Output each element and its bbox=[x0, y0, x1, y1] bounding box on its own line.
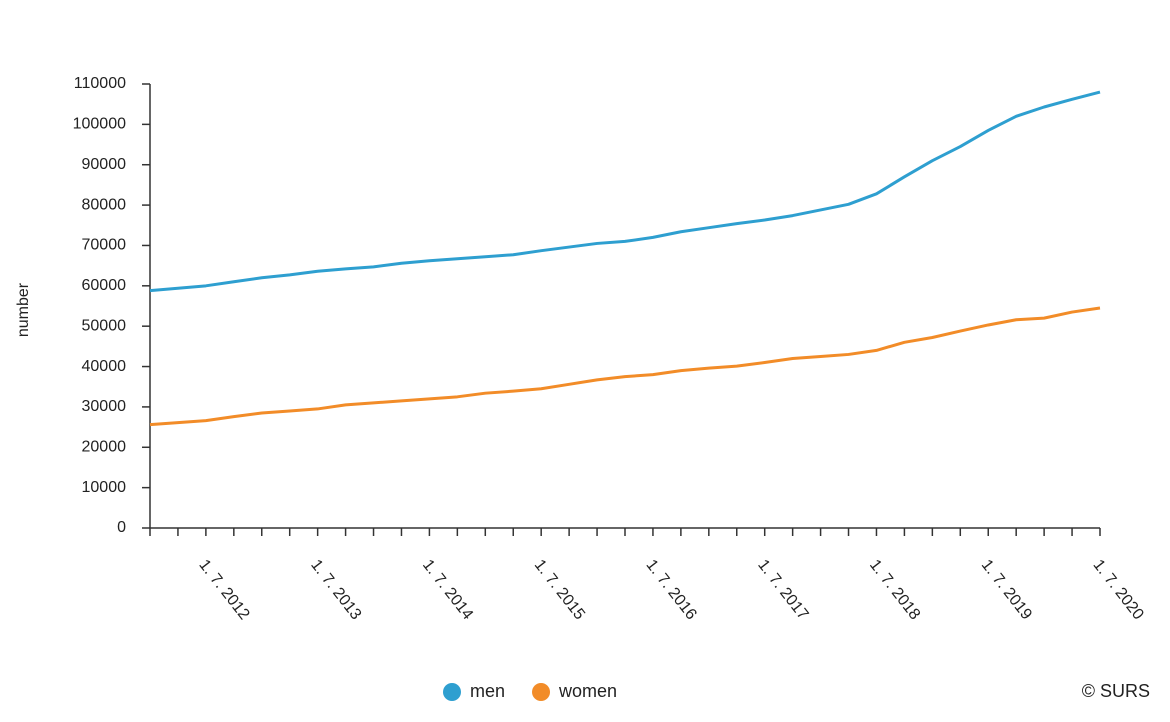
credit: © SURS bbox=[1082, 681, 1150, 701]
legend-swatch bbox=[443, 683, 461, 701]
x-tick-label: 1. 7. 2017 bbox=[754, 557, 811, 624]
y-tick-label: 60000 bbox=[82, 277, 127, 294]
legend-label: men bbox=[470, 681, 505, 701]
y-tick-label: 100000 bbox=[73, 116, 126, 133]
y-tick-label: 70000 bbox=[82, 237, 127, 254]
legend-label: women bbox=[558, 681, 617, 701]
y-tick-label: 110000 bbox=[74, 75, 126, 92]
y-tick-label: 0 bbox=[117, 519, 126, 536]
y-tick-label: 30000 bbox=[82, 398, 127, 415]
x-tick-label: 1. 7. 2019 bbox=[978, 557, 1035, 624]
y-tick-label: 10000 bbox=[82, 479, 127, 496]
legend-swatch bbox=[532, 683, 551, 701]
x-tick-label: 1. 7. 2018 bbox=[866, 557, 923, 624]
y-tick-label: 40000 bbox=[82, 358, 127, 375]
series-line bbox=[149, 90, 1101, 293]
x-tick-label: 1. 7. 2013 bbox=[307, 557, 364, 624]
x-tick-label: 1. 7. 2014 bbox=[419, 557, 476, 624]
x-tick-label: 1. 7. 2012 bbox=[195, 557, 252, 624]
x-tick-label: 1. 7. 2016 bbox=[642, 557, 699, 624]
y-axis-label: number bbox=[15, 282, 32, 337]
y-tick-label: 90000 bbox=[82, 156, 127, 173]
series-line bbox=[149, 306, 1101, 427]
y-tick-label: 20000 bbox=[82, 438, 127, 455]
x-tick-label: 1. 7. 2020 bbox=[1090, 557, 1147, 624]
y-tick-label: 80000 bbox=[82, 196, 127, 213]
x-tick-label: 1. 7. 2015 bbox=[531, 557, 588, 624]
y-tick-label: 50000 bbox=[82, 317, 127, 334]
